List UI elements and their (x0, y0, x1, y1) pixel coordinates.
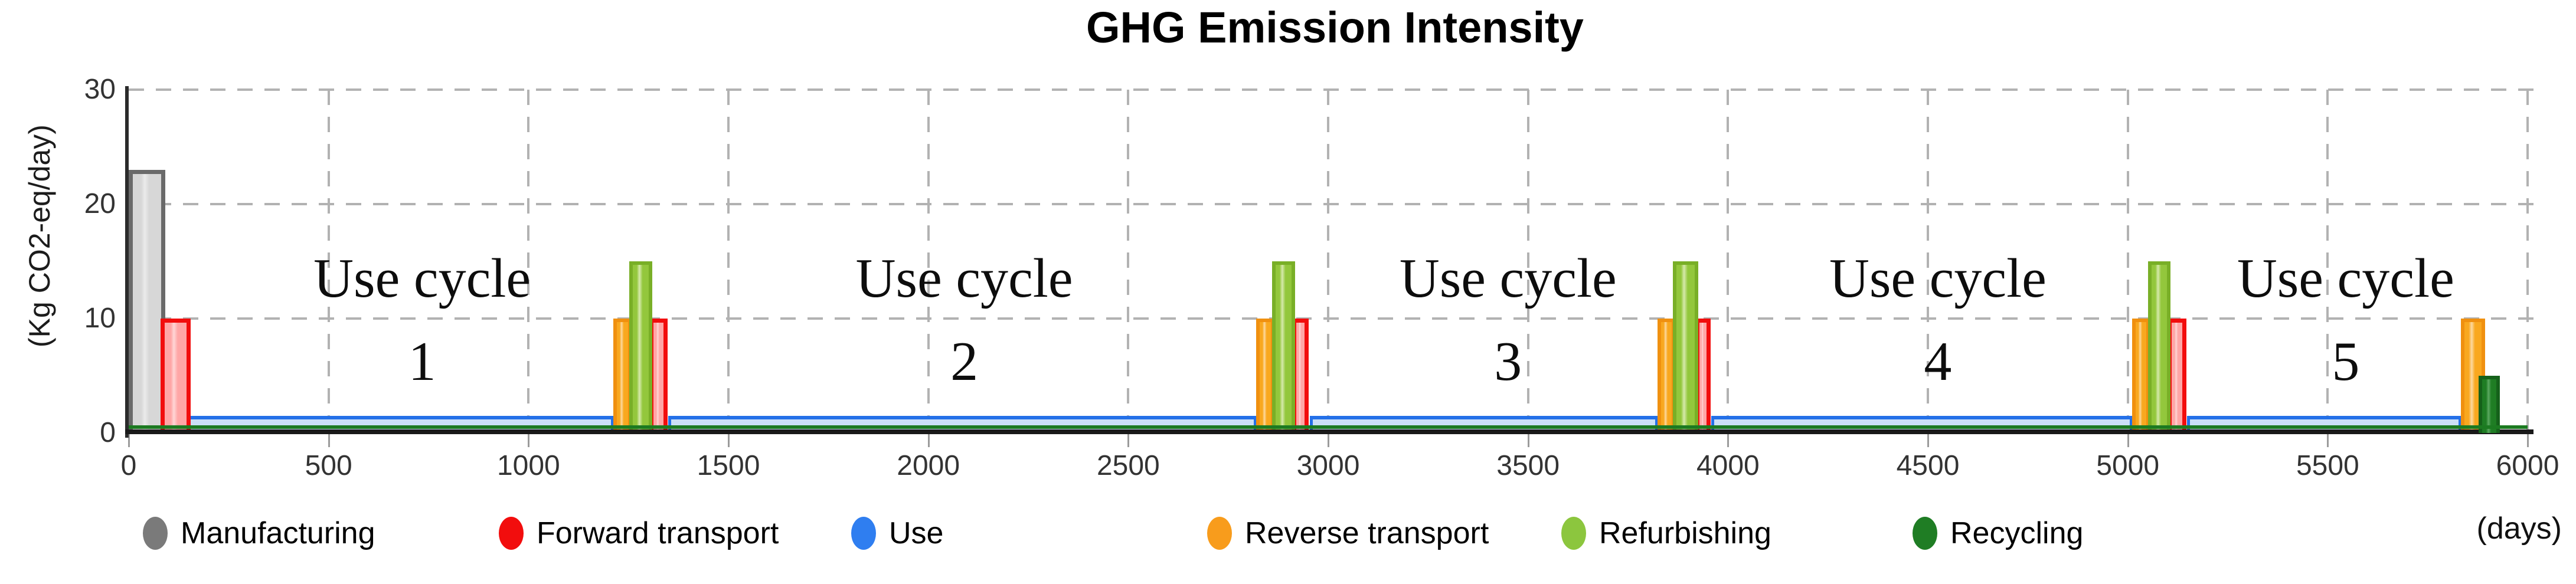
rev-legend-marker (1207, 517, 1232, 550)
x-axis-unit-label: (days) (2476, 511, 2562, 546)
gridline-vertical (727, 90, 730, 433)
use-cycle-annotation: Use cycle 5 (2157, 237, 2535, 403)
use-cycle-annotation: Use cycle 2 (776, 237, 1153, 403)
rec-legend-marker (1913, 517, 1937, 550)
gridline-vertical (1727, 90, 1730, 433)
x-tick-label: 2000 (897, 450, 960, 481)
bar-rev (2132, 319, 2150, 433)
x-tick-mark (2327, 434, 2329, 447)
gridline-vertical (527, 90, 530, 433)
use-cycle-text: Use cycle (855, 248, 1073, 309)
x-tick-mark (328, 434, 330, 447)
bar-ref (1272, 261, 1296, 433)
gridline-vertical (1327, 90, 1329, 433)
x-tick-label: 500 (305, 450, 352, 481)
x-tick-label: 3000 (1296, 450, 1360, 481)
use-cycle-number: 5 (2332, 331, 2360, 392)
use-cycle-number: 4 (1924, 331, 1952, 392)
y-axis-line (125, 86, 129, 438)
legend-label-use: Use (889, 516, 944, 550)
gridline-horizontal (129, 88, 2536, 91)
legend-label-rev: Reverse transport (1245, 516, 1489, 550)
gridline-vertical (927, 90, 930, 433)
x-tick-label: 5500 (2296, 450, 2359, 481)
x-tick-label: 3500 (1496, 450, 1560, 481)
use-cycle-number: 3 (1494, 331, 1522, 392)
x-tick-mark (1727, 434, 1730, 447)
gridline-vertical (1526, 90, 1529, 433)
bar-rec (2478, 376, 2500, 433)
x-tick-mark (528, 434, 530, 447)
legend-label-mfg: Manufacturing (181, 516, 375, 550)
legend-label-rec: Recycling (1950, 516, 2084, 550)
x-tick-label: 4000 (1696, 450, 1760, 481)
use-cycle-text: Use cycle (1399, 248, 1617, 309)
y-tick-label: 0 (100, 417, 116, 448)
gridline-vertical (2326, 90, 2329, 433)
x-tick-mark (728, 434, 730, 447)
legend-label-ref: Refurbishing (1599, 516, 1771, 550)
x-tick-label: 2500 (1096, 450, 1160, 481)
y-tick-label: 20 (84, 188, 116, 219)
fwd-legend-marker (499, 517, 524, 550)
x-tick-mark (2127, 434, 2129, 447)
x-tick-label: 6000 (2496, 450, 2559, 481)
gridline-horizontal (129, 203, 2536, 205)
x-tick-label: 4500 (1896, 450, 1960, 481)
y-tick-label: 10 (84, 303, 116, 334)
bar-mfg (129, 169, 166, 433)
bar-ref (1672, 261, 1699, 433)
legend-item-ref: Refurbishing (1561, 516, 1771, 551)
use-cycle-annotation: Use cycle 1 (233, 237, 611, 403)
y-tick-label: 30 (84, 74, 116, 105)
gridline-vertical (327, 90, 330, 433)
gridline-vertical (1127, 90, 1130, 433)
legend-item-rev: Reverse transport (1207, 516, 1489, 551)
use-cycle-text: Use cycle (313, 248, 531, 309)
x-tick-mark (1328, 434, 1329, 447)
y-axis-title: (Kg CO2-eq/day) (23, 124, 56, 347)
x-tick-mark (128, 434, 130, 447)
use-cycle-text: Use cycle (1829, 248, 2047, 309)
legend-item-mfg: Manufacturing (143, 516, 375, 551)
x-axis-line (125, 429, 2533, 434)
use-cycle-annotation: Use cycle 3 (1319, 237, 1697, 403)
legend-item-rec: Recycling (1913, 516, 2083, 551)
x-tick-label: 0 (120, 450, 137, 481)
bar-ref (629, 261, 653, 433)
x-tick-mark (1127, 434, 1130, 447)
x-tick-label: 1500 (697, 450, 760, 481)
chart-title: GHG Emission Intensity (1086, 3, 1584, 52)
gridline-vertical (2526, 90, 2529, 433)
x-tick-label: 5000 (2096, 450, 2160, 481)
mfg-legend-marker (143, 517, 168, 550)
use-cycle-number: 2 (950, 331, 979, 392)
use-cycle-text: Use cycle (2237, 248, 2454, 309)
use-cycle-number: 1 (408, 331, 436, 392)
legend-item-fwd: Forward transport (499, 516, 779, 551)
bar-ref (2147, 261, 2171, 433)
gridline-vertical (1927, 90, 1929, 433)
legend-label-fwd: Forward transport (537, 516, 779, 550)
x-tick-mark (1527, 434, 1529, 447)
use-cycle-annotation: Use cycle 4 (1749, 237, 2127, 403)
legend-item-use: Use (851, 516, 943, 551)
x-tick-mark (927, 434, 930, 447)
gridline-horizontal (129, 317, 2536, 320)
x-tick-mark (2527, 434, 2529, 447)
use-legend-marker (851, 517, 876, 550)
recycling-baseline (129, 425, 2528, 429)
ref-legend-marker (1561, 517, 1586, 550)
x-tick-label: 1000 (496, 450, 560, 481)
x-tick-mark (1927, 434, 1929, 447)
gridline-vertical (2126, 90, 2129, 433)
bar-fwd (161, 319, 191, 433)
